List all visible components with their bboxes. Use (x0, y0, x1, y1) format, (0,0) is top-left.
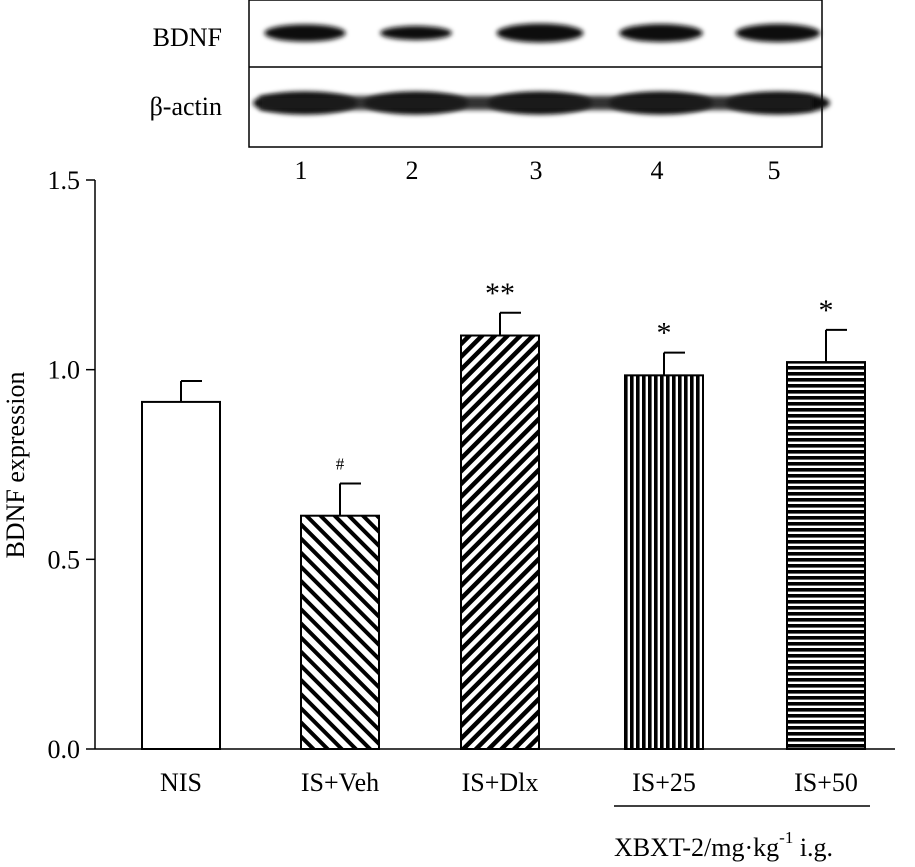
group-bracket: XBXT-2/mg·kg-1 i.g. (614, 805, 870, 862)
blot-lane-label: 2 (406, 156, 419, 185)
blot-band (380, 25, 452, 41)
x-tick-label: IS+Dlx (462, 768, 539, 797)
blot-frame (248, 0, 823, 148)
blot-lane-label: 3 (530, 156, 543, 185)
western-blot-panel: BDNF β-actin 1 2 3 4 5 (150, 0, 830, 185)
bar-group: # (300, 454, 380, 751)
bar-chart: 0.00.51.01.5 BDNF expression #**** NIS IS… (1, 166, 895, 862)
x-axis: NIS IS+Veh IS+Dlx IS+25 IS+50 (95, 748, 895, 797)
x-tick-label: IS+Veh (301, 768, 379, 797)
blot-lane-labels: 1 2 3 4 5 (295, 156, 781, 185)
blot-band (619, 24, 703, 42)
blot-band (735, 23, 821, 43)
bar-group: * (786, 294, 866, 750)
x-tick-label: NIS (160, 768, 202, 797)
bar (460, 334, 540, 750)
y-tick-label: 1.5 (48, 166, 81, 195)
x-tick-label: IS+50 (794, 768, 858, 797)
y-tick-label: 0.0 (48, 735, 81, 764)
blot-band (264, 24, 346, 42)
y-tick-label: 0.5 (48, 545, 81, 574)
significance-label: ** (485, 277, 515, 310)
significance-label: * (657, 317, 672, 350)
bar-group (141, 380, 221, 750)
significance-label: * (819, 294, 834, 327)
bar (786, 361, 866, 750)
bar-group: * (624, 317, 704, 750)
y-tick-label: 1.0 (48, 356, 81, 385)
blot-band-smear (260, 96, 812, 110)
blot-band (496, 23, 584, 43)
blot-lane-label: 5 (768, 156, 781, 185)
bar (300, 514, 380, 751)
bar (624, 374, 704, 750)
x-tick-label: IS+25 (632, 768, 696, 797)
significance-label: # (336, 454, 345, 473)
blot-lane-label: 4 (651, 156, 664, 185)
blot-bands (253, 23, 830, 115)
y-axis-label: BDNF expression (1, 371, 30, 558)
bar-group: ** (460, 277, 540, 750)
y-axis: 0.0 0.5 1.0 1.5 (48, 166, 96, 764)
blot-row-label-bdnf: BDNF (153, 23, 222, 52)
blot-lane-label: 1 (295, 156, 308, 185)
group-bracket-label: XBXT-2/mg·kg-1 i.g. (614, 828, 833, 862)
bars: #**** (141, 277, 866, 751)
blot-row-label-actin: β-actin (150, 92, 222, 121)
bar (141, 400, 221, 750)
